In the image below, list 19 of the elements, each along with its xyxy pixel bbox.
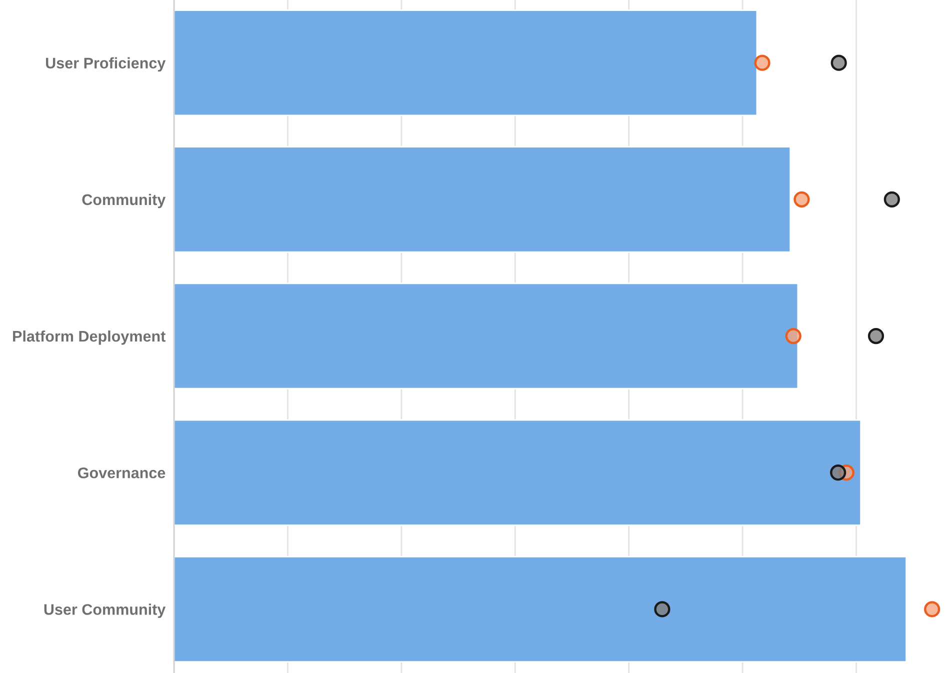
point: [868, 328, 884, 344]
bar: [174, 419, 862, 526]
point: [754, 54, 770, 71]
point: [785, 328, 802, 344]
y-tick-label: Governance: [78, 467, 166, 478]
y-tick-label: Platform Deployment: [13, 330, 166, 345]
point: [794, 191, 810, 208]
y-tick-label: User Proficiency: [46, 57, 166, 72]
bar: [174, 146, 792, 253]
point: [830, 464, 846, 481]
bar: [174, 282, 799, 390]
y-tick-label: User Community: [44, 604, 166, 618]
bar: [174, 10, 758, 116]
point: [830, 54, 847, 71]
bar: [174, 556, 907, 662]
point: [924, 601, 940, 618]
point: [654, 601, 670, 618]
point: [884, 191, 900, 208]
y-tick-label: Community: [82, 194, 166, 208]
